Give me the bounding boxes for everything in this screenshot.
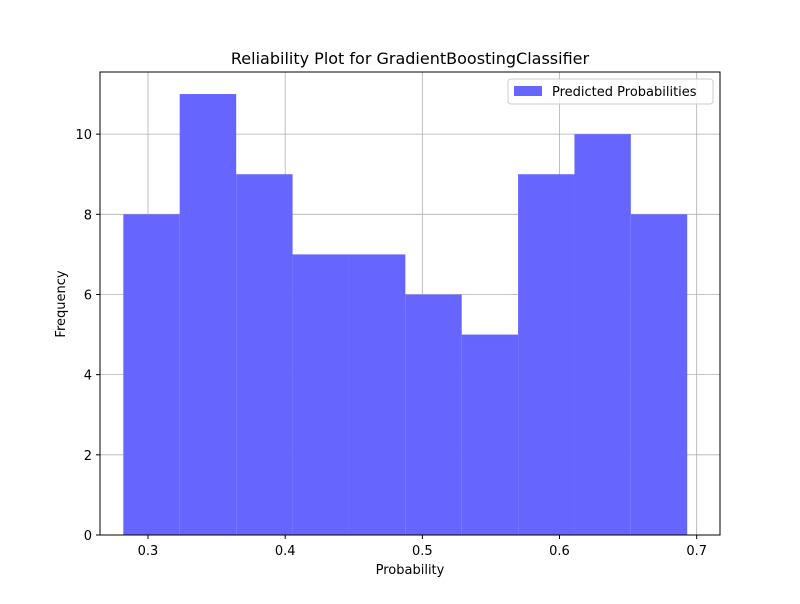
histogram-bar-3	[292, 254, 349, 536]
histogram-bar-4	[348, 254, 406, 536]
histogram-bar-1	[179, 94, 237, 536]
bars	[123, 94, 688, 536]
histogram-bar-6	[461, 334, 519, 535]
histogram-bar-5	[405, 294, 462, 535]
y-tick-label: 8	[84, 208, 92, 223]
y-tick-label: 0	[84, 529, 92, 544]
y-axis-label: Frequency	[54, 270, 69, 337]
legend-box	[507, 78, 714, 105]
x-tick-label: 0.3	[138, 544, 159, 559]
y-tick-label: 4	[84, 369, 92, 384]
histogram-bar-8	[574, 134, 631, 535]
histogram-bar-2	[236, 174, 293, 536]
y-tick-label: 2	[84, 449, 92, 464]
y-tick-label: 10	[75, 128, 92, 143]
x-tick-label: 0.7	[686, 544, 707, 559]
axis-ticks: 0.3 0.4 0.5 0.6 0.7 0 2 4 6 8 10	[75, 128, 707, 559]
x-tick-label: 0.4	[275, 544, 296, 559]
legend-label: Predicted Probabilities	[552, 85, 697, 100]
legend: Predicted Probabilities	[507, 78, 714, 105]
chart-title: Reliability Plot for GradientBoostingCla…	[231, 49, 590, 68]
histogram-bar-7	[518, 174, 575, 536]
histogram-bar-0	[123, 214, 180, 535]
histogram-bar-9	[630, 214, 688, 535]
y-tick-label: 6	[84, 288, 92, 303]
x-axis-label: Probability	[376, 563, 445, 578]
plot-frame	[99, 71, 721, 536]
x-tick-label: 0.5	[412, 544, 433, 559]
x-tick-label: 0.6	[549, 544, 570, 559]
legend-swatch	[514, 86, 542, 96]
